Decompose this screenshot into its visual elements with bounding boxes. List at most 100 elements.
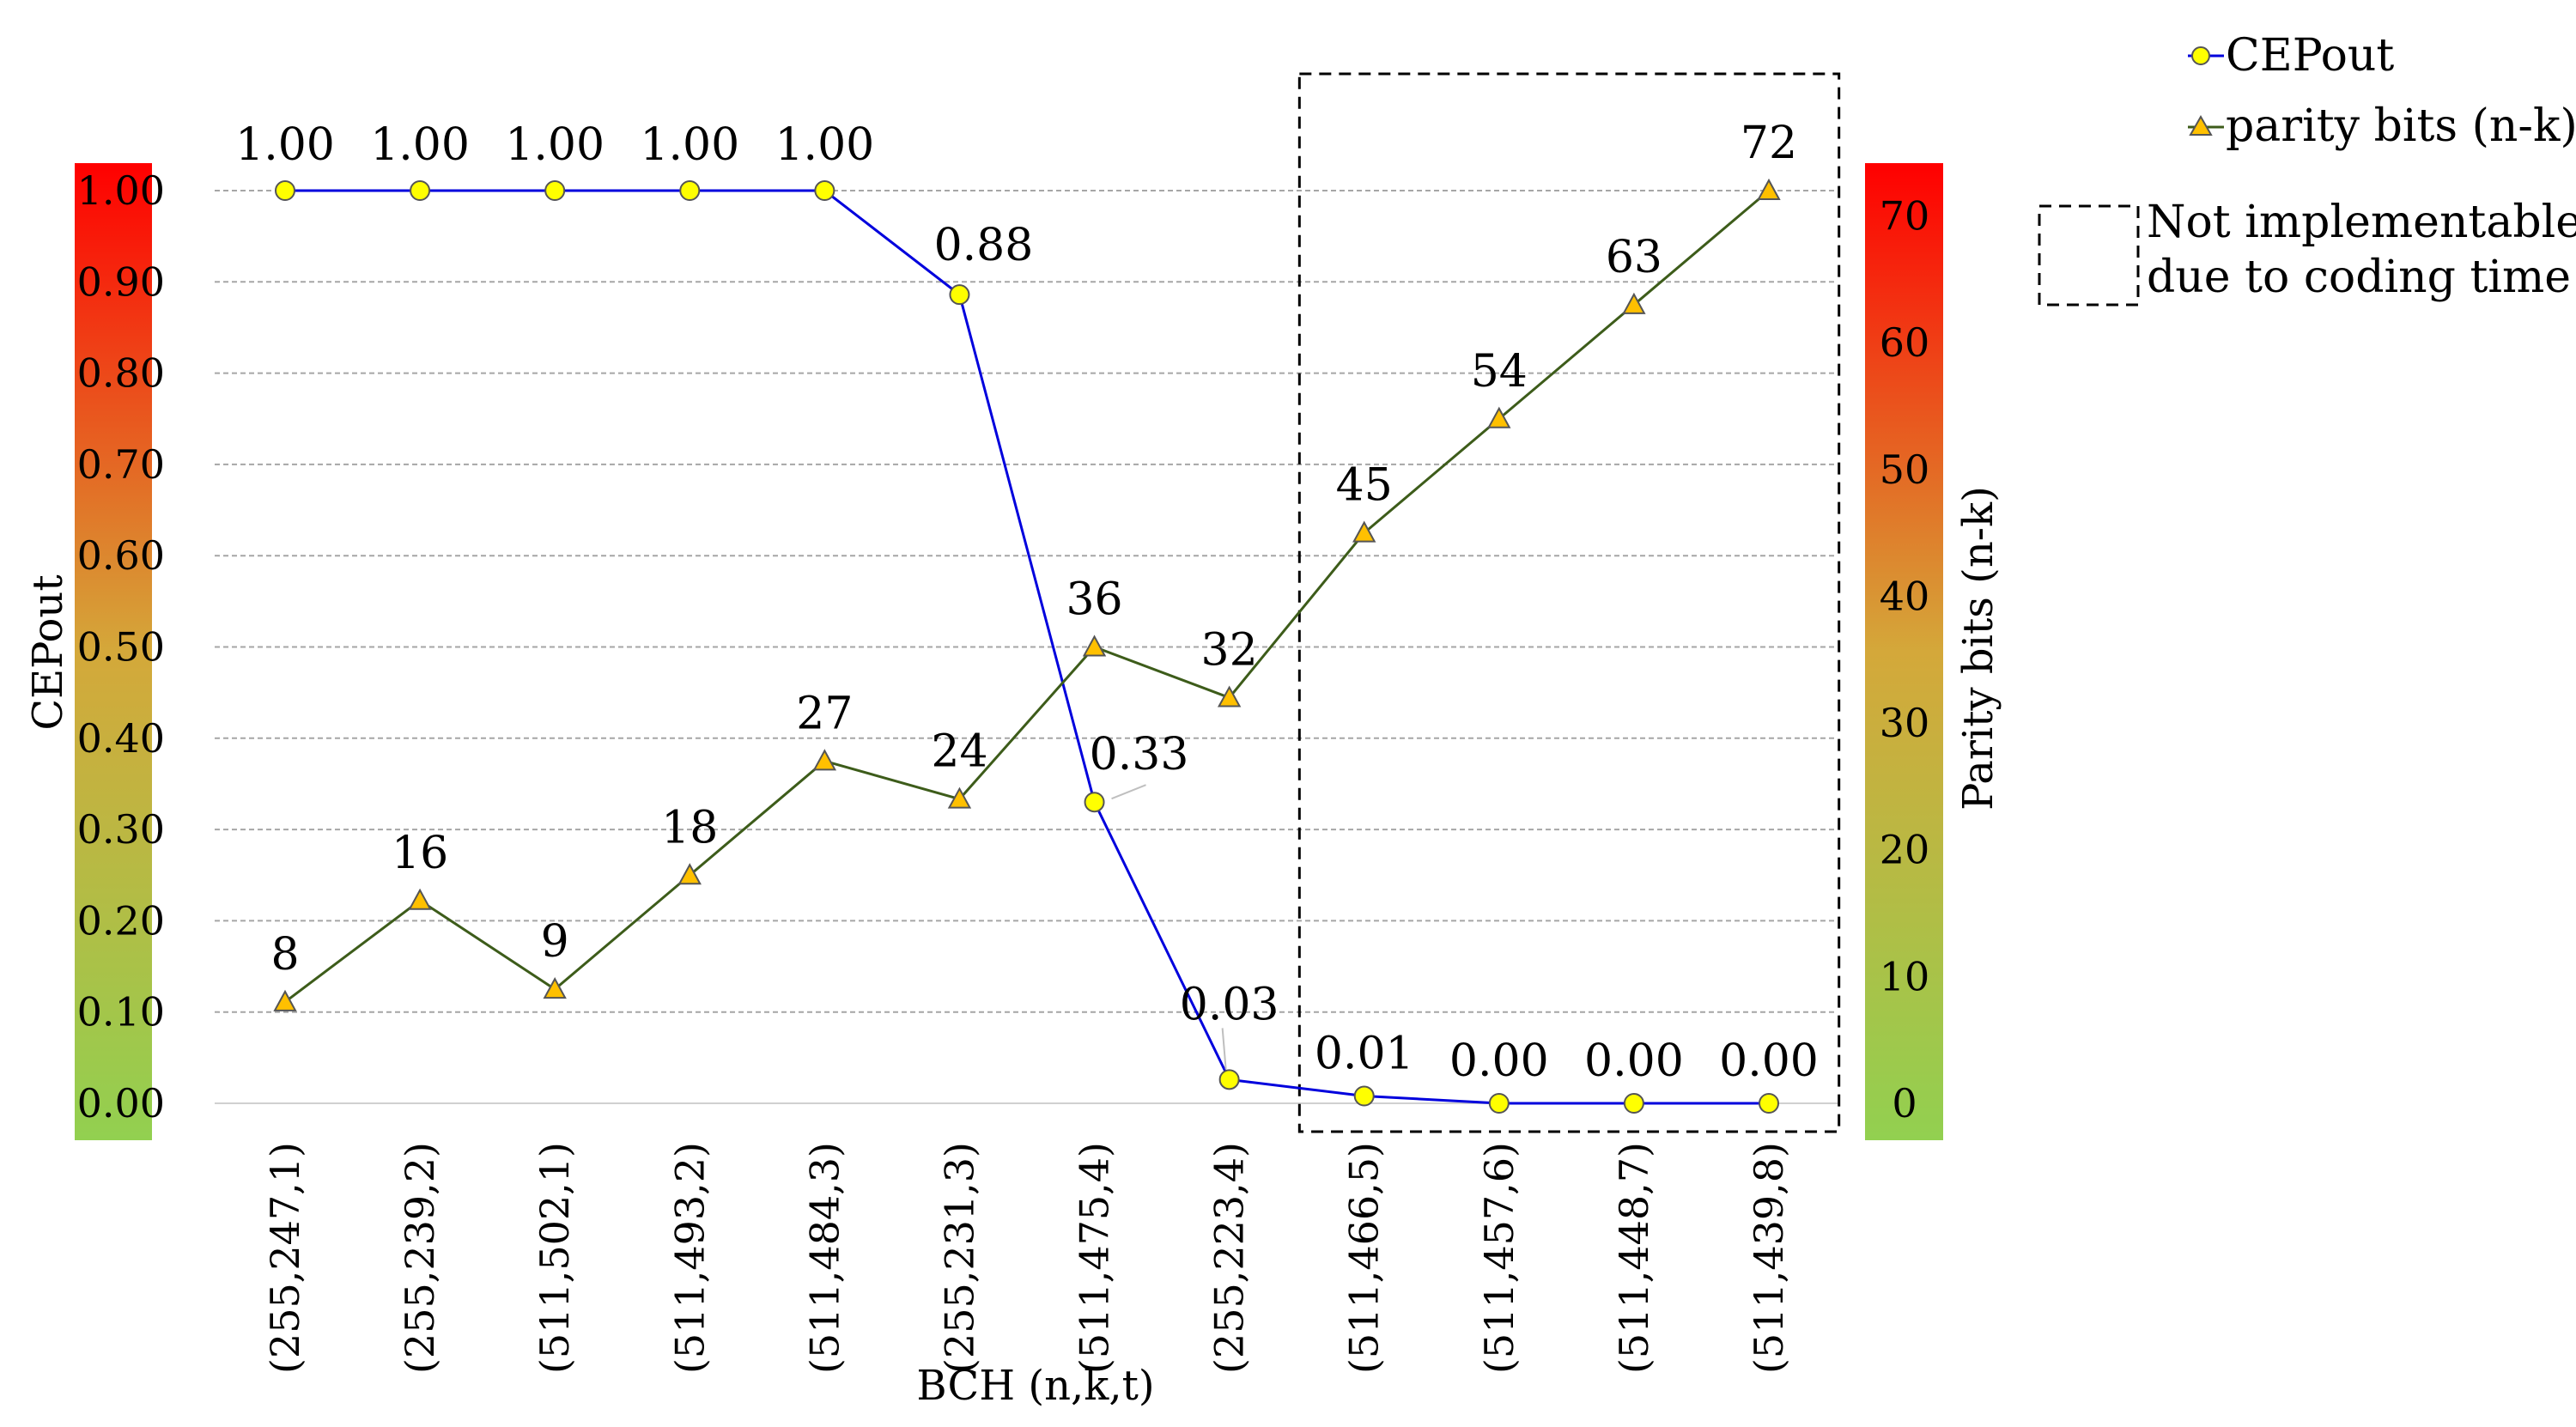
- y-left-tick-label: 0.00: [77, 1080, 165, 1126]
- parity-data-label: 63: [1606, 232, 1662, 283]
- series-line-parity-bits: [284, 189, 1770, 1004]
- left-color-scale: [75, 163, 152, 1140]
- cepout-data-label: 1.00: [505, 119, 605, 171]
- parity-data-label: 54: [1471, 346, 1528, 398]
- parity-data-label: 45: [1336, 460, 1393, 512]
- parity-point: [947, 786, 972, 809]
- x-tick-label: (511,493,2): [666, 1142, 713, 1374]
- parity-data-label: 27: [796, 688, 853, 739]
- y-right-tick-label: 60: [1880, 319, 1930, 366]
- cepout-point: [1623, 1093, 1644, 1114]
- x-tick-label: (511,475,4): [1072, 1142, 1118, 1374]
- cepout-data-label: 1.00: [370, 119, 470, 171]
- parity-point: [1352, 520, 1376, 543]
- cepout-point: [410, 180, 431, 201]
- cepout-data-label: 0.33: [1090, 729, 1189, 780]
- cepout-point: [275, 180, 295, 201]
- y-left-tick-label: 0.60: [77, 532, 165, 579]
- parity-point: [812, 749, 837, 771]
- legend-region-swatch: [2038, 204, 2140, 307]
- right-color-scale: [1865, 163, 1943, 1140]
- parity-data-label: 16: [392, 828, 448, 879]
- label-leader-line: [1111, 784, 1146, 800]
- parity-point: [408, 888, 432, 910]
- y-left-tick-label: 0.40: [77, 715, 165, 762]
- cepout-data-label: 1.00: [235, 119, 335, 171]
- x-tick-label: (511,484,3): [801, 1142, 848, 1374]
- y-right-tick-label: 70: [1880, 193, 1930, 240]
- x-tick-label: (511,502,1): [532, 1142, 578, 1374]
- grid: [215, 190, 1838, 1104]
- y-left-tick-label: 0.50: [77, 624, 165, 671]
- y-left-tick-label: 0.10: [77, 989, 165, 1035]
- parity-point: [1217, 685, 1242, 707]
- axes: 0.00 0.10 0.20 0.30 0.40 0.50 0.60 0.70 0.80 0.90…: [24, 167, 2002, 1410]
- cepout-data-label: 0.03: [1180, 979, 1279, 1030]
- legend-region-label-line1: Not implementable: [2147, 197, 2576, 248]
- parity-point: [1487, 406, 1511, 428]
- cepout-point: [679, 180, 701, 201]
- parity-point: [1082, 635, 1107, 657]
- parity-point: [1757, 178, 1781, 200]
- cepout-point: [814, 180, 835, 201]
- cepout-data-label: 1.00: [775, 119, 874, 171]
- legend-cepout-marker: [2191, 46, 2210, 65]
- legend-region-label-line2: due to coding time: [2147, 252, 2571, 303]
- label-leader-line: [1221, 1028, 1227, 1070]
- parity-data-label: 8: [270, 929, 299, 981]
- cepout-data-label: 0.88: [934, 220, 1034, 271]
- series-line-cepout: [285, 189, 1769, 1105]
- y-right-tick-label: 50: [1880, 446, 1930, 493]
- annotation-region: [1297, 72, 1841, 1133]
- x-tick-label: (255,239,2): [397, 1142, 443, 1374]
- x-tick-label: (255,231,3): [936, 1142, 982, 1374]
- x-tick-label: (255,223,4): [1206, 1142, 1253, 1374]
- legend-parity-label: parity bits (n-k): [2226, 100, 2576, 152]
- parity-data-label: 72: [1741, 118, 1797, 169]
- parity-point: [1622, 292, 1646, 314]
- cepout-data-label: 1.00: [640, 119, 739, 171]
- legend: CEPout parity bits (n-k) Not implementable…: [2038, 30, 2576, 307]
- cepout-point: [1084, 792, 1105, 813]
- y-right-tick-label: 10: [1880, 953, 1930, 999]
- cepout-data-label: 0.01: [1315, 1028, 1414, 1079]
- y-right-tick-label: 20: [1880, 827, 1930, 873]
- series-lines: [284, 189, 1770, 1105]
- x-tick-label: (511,439,8): [1746, 1142, 1792, 1374]
- cepout-point: [1488, 1093, 1510, 1114]
- y-right-axis-title: Parity bits (n-k): [1954, 486, 2002, 811]
- parity-data-label: 18: [661, 802, 718, 853]
- legend-parity-marker: [2189, 114, 2213, 136]
- x-axis-title: BCH (n,k,t): [916, 1362, 1154, 1410]
- cepout-data-label: 0.00: [1449, 1035, 1549, 1087]
- y-left-tick-label: 0.20: [77, 897, 165, 944]
- cepout-point: [1218, 1069, 1240, 1090]
- legend-cepout-label: CEPout: [2226, 30, 2394, 82]
- y-left-tick-label: 0.90: [77, 258, 165, 305]
- y-right-tick-label: 0: [1892, 1080, 1917, 1126]
- y-left-tick-label: 0.70: [77, 441, 165, 488]
- cepout-data-label: 0.00: [1719, 1035, 1819, 1087]
- y-left-tick-label: 1.00: [77, 167, 165, 214]
- cepout-point: [1353, 1085, 1375, 1107]
- cepout-point: [949, 284, 970, 306]
- parity-point: [677, 863, 702, 885]
- parity-point: [543, 977, 567, 999]
- y-left-axis-title: CEPout: [24, 574, 72, 730]
- x-tick-label: (511,448,7): [1611, 1142, 1657, 1374]
- x-tick-label: (511,457,6): [1476, 1142, 1522, 1374]
- y-right-tick-label: 40: [1880, 573, 1930, 619]
- parity-data-label: 32: [1201, 625, 1258, 677]
- parity-data-label: 24: [931, 726, 987, 778]
- y-left-tick-label: 0.80: [77, 350, 165, 397]
- cepout-data-label: 0.00: [1584, 1035, 1684, 1087]
- x-tick-label: (511,466,5): [1341, 1142, 1388, 1374]
- parity-data-label: 36: [1066, 574, 1122, 626]
- cepout-point: [544, 180, 566, 201]
- y-left-tick-label: 0.30: [77, 806, 165, 853]
- not-implementable-region: [1297, 72, 1841, 1133]
- parity-data-label: 9: [541, 916, 569, 968]
- cepout-point: [1759, 1093, 1779, 1114]
- y-right-tick-label: 30: [1880, 700, 1930, 746]
